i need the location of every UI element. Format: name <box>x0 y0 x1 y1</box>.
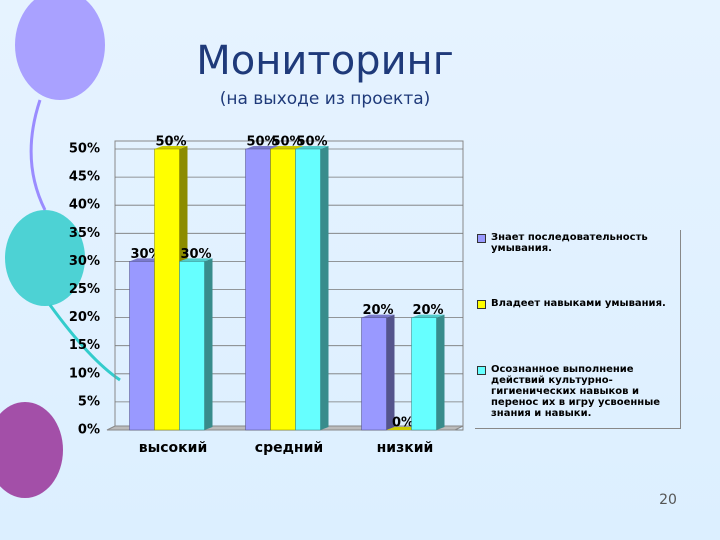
data-label: 50% <box>155 135 186 150</box>
bar-top <box>270 146 304 149</box>
x-tick-label: средний <box>255 440 323 456</box>
y-tick-label: 5% <box>78 394 100 409</box>
bar <box>245 148 271 431</box>
bar <box>154 148 180 431</box>
bar-top <box>245 146 279 149</box>
title: Мониторинг <box>196 38 453 84</box>
bar <box>129 261 155 431</box>
page-number: 20 <box>659 492 677 508</box>
bar <box>270 148 296 431</box>
bar <box>411 317 437 431</box>
data-label: 30% <box>180 247 211 262</box>
legend-swatch <box>477 300 486 309</box>
bar-top <box>295 146 329 149</box>
bar-top <box>361 314 395 318</box>
bar <box>295 148 321 431</box>
bar-top <box>411 314 445 318</box>
bar-side <box>386 314 395 430</box>
y-tick-label: 40% <box>69 198 100 213</box>
bar-side <box>320 146 329 430</box>
data-label: 50% <box>296 135 327 150</box>
y-tick-label: 35% <box>69 226 100 241</box>
data-label: 20% <box>412 303 443 318</box>
x-tick-label: низкий <box>377 440 434 456</box>
data-label: 50% <box>271 135 302 150</box>
bar <box>179 261 205 431</box>
y-tick-label: 50% <box>69 142 100 157</box>
bar-side <box>436 314 445 430</box>
legend-item: Осознанное выполнение действий культурно… <box>477 364 677 419</box>
x-tick-label: высокий <box>139 440 208 456</box>
y-tick-label: 30% <box>69 254 100 269</box>
bar-side <box>204 258 213 430</box>
y-tick-label: 20% <box>69 310 100 325</box>
legend-swatch <box>477 234 486 243</box>
legend-item: Владеет навыками умывания. <box>477 298 677 309</box>
bar-top <box>154 146 188 149</box>
legend: Знает последовательность умывания. Владее… <box>475 230 681 429</box>
y-tick-label: 15% <box>69 338 100 353</box>
legend-item: Знает последовательность умывания. <box>477 232 677 254</box>
bar <box>361 317 387 431</box>
subtitle: (на выходе из проекта) <box>220 89 431 109</box>
legend-swatch <box>477 366 486 375</box>
data-label: 30% <box>130 247 161 262</box>
y-tick-label: 45% <box>69 170 100 185</box>
data-label: 50% <box>246 135 277 150</box>
data-label: 0% <box>392 416 414 431</box>
bar-top <box>179 258 213 262</box>
legend-label: Владеет навыками умывания. <box>491 298 666 309</box>
y-tick-label: 0% <box>78 423 100 438</box>
data-label: 20% <box>362 303 393 318</box>
legend-label: Знает последовательность умывания. <box>491 232 648 254</box>
y-tick-label: 10% <box>69 366 100 381</box>
decor <box>0 0 121 498</box>
legend-label: Осознанное выполнение действий культурно… <box>491 364 661 419</box>
y-tick-label: 25% <box>69 282 100 297</box>
